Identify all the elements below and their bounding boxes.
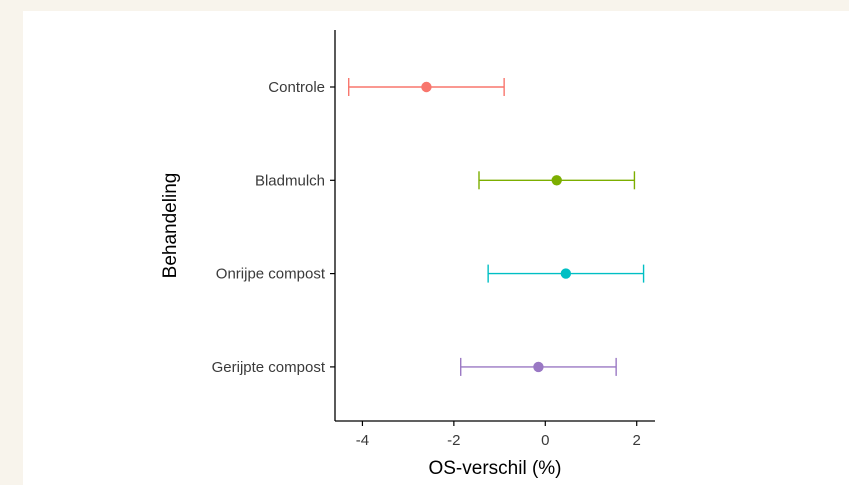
y-tick-label: Onrijpe compost — [216, 266, 326, 283]
estimate-point — [421, 81, 432, 93]
x-tick-label: 0 — [541, 432, 549, 449]
chart-panel — [23, 11, 849, 485]
y-tick-label: Controle — [268, 79, 325, 96]
estimate-point — [551, 175, 562, 186]
x-tick-label: -2 — [447, 432, 460, 449]
estimate-point — [533, 361, 544, 373]
x-axis-title: OS-verschil (%) — [428, 458, 561, 479]
y-axis-title: Behandeling — [160, 173, 181, 279]
x-axis-ticks: -4 -2 0 2 — [356, 421, 641, 449]
estimate-point — [560, 268, 572, 279]
y-tick-label: Gerijpte compost — [212, 359, 326, 376]
y-axis-ticks: Controle Bladmulch Onrijpe compost Gerijpte… — [212, 79, 335, 376]
x-tick-label: 2 — [633, 432, 641, 449]
y-tick-label: Bladmulch — [255, 172, 325, 189]
x-tick-label: -4 — [356, 432, 369, 449]
chart-marks — [348, 78, 645, 376]
